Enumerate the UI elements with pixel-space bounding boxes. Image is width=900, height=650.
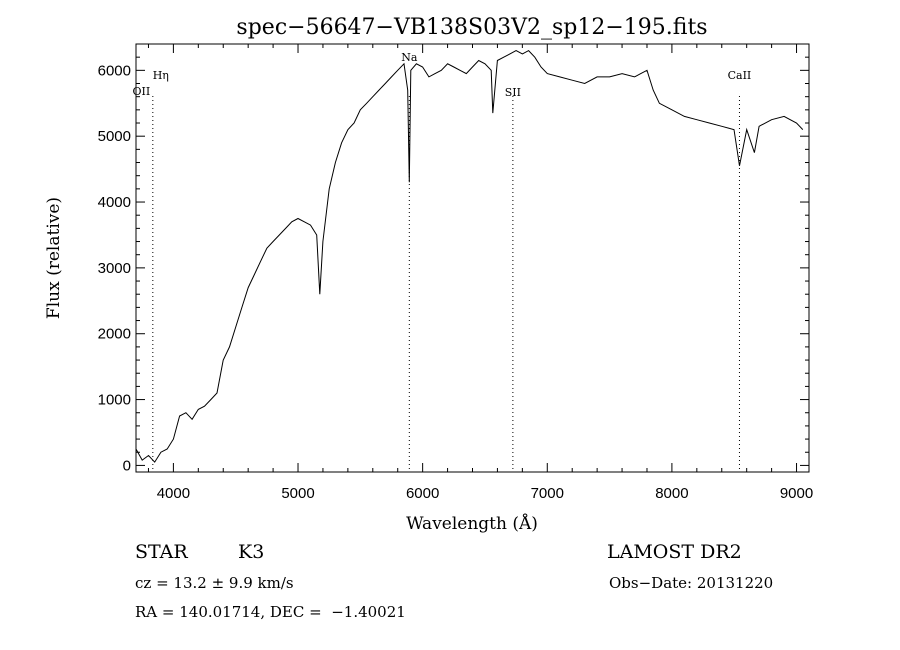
plot-frame (135, 43, 810, 473)
survey-label: LAMOST DR2 (607, 541, 742, 563)
spectrum-line (135, 49, 804, 463)
y-tick-label: 2000 (98, 326, 131, 343)
x-tick-label: 5000 (281, 485, 314, 502)
subclass-label: K3 (238, 541, 265, 563)
y-tick-label: 4000 (98, 194, 131, 211)
y-tick-label: 1000 (98, 392, 131, 409)
spectral-line-label: Na (401, 51, 418, 64)
coordinates-line: RA = 140.01714, DEC = −1.40021 (135, 603, 406, 621)
spectral-line-label: SII (505, 86, 521, 99)
x-tick-label: 6000 (406, 485, 439, 502)
x-tick-label: 9000 (780, 485, 813, 502)
y-tick-label: 6000 (98, 62, 131, 79)
x-tick-label: 4000 (157, 485, 190, 502)
chart-title: spec−56647−VB138S03V2_sp12−195.fits (236, 15, 707, 40)
redshift-line: cz = 13.2 ± 9.9 km/s (135, 574, 294, 592)
x-axis-label: Wavelength (Å) (406, 513, 538, 534)
y-tick-label: 3000 (98, 260, 131, 277)
y-axis-label: Flux (relative) (44, 197, 64, 319)
x-axis: 4000 5000 6000 7000 8000 9000 (147, 44, 813, 502)
x-tick-label: 8000 (655, 485, 688, 502)
y-axis: 0 1000 2000 3000 4000 5000 6000 (98, 43, 809, 474)
x-tick-label: 7000 (531, 485, 564, 502)
object-class-label: STAR (135, 541, 188, 563)
y-tick-label: 5000 (98, 128, 131, 145)
obs-date-line: Obs−Date: 20131220 (609, 574, 774, 592)
spectral-line-label: OII (133, 85, 151, 98)
spectral-line-label: Hη (153, 69, 169, 82)
y-tick-label: 0 (123, 457, 131, 474)
spectral-line-label: CaII (728, 69, 752, 82)
